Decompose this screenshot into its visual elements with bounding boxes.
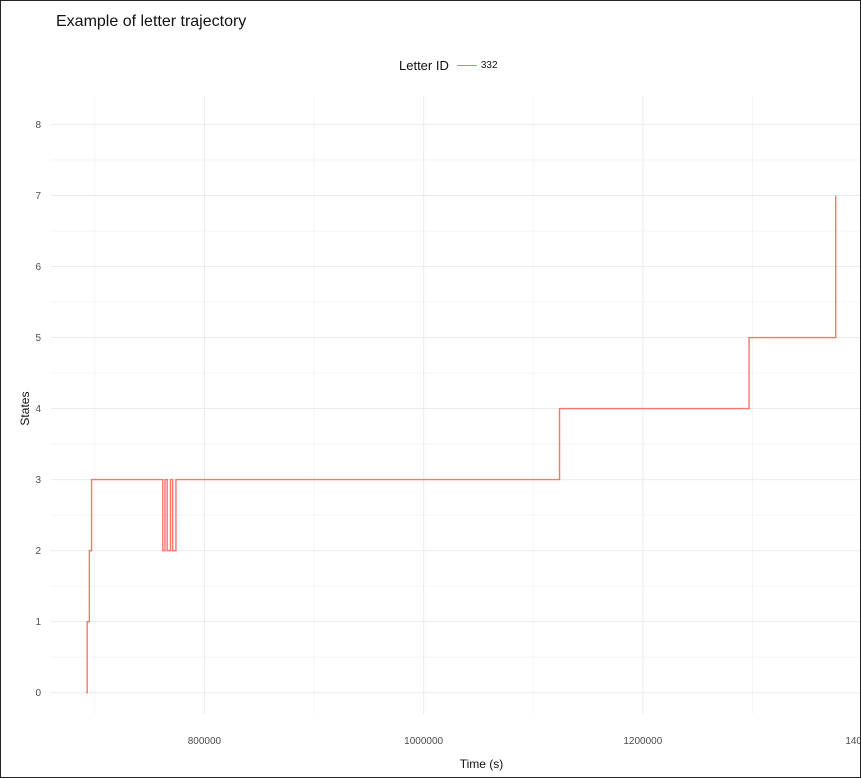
legend-entry-332: 332 xyxy=(480,59,498,71)
y-tick-label: 0 xyxy=(35,688,41,699)
y-tick-label: 5 xyxy=(35,333,41,344)
legend-key-line xyxy=(456,64,477,66)
x-axis-title: Time (s) xyxy=(460,757,504,771)
grid-major xyxy=(51,96,860,714)
y-tick-label: 2 xyxy=(35,546,41,557)
y-tick-label: 6 xyxy=(35,262,41,273)
y-tick-label: 4 xyxy=(35,404,41,415)
y-tick-labels: 0 1 2 3 4 5 6 7 8 xyxy=(35,120,41,699)
series-line-332 xyxy=(86,195,837,694)
grid-minor xyxy=(51,96,860,714)
y-tick-label: 7 xyxy=(35,191,41,202)
legend: Letter ID 332 xyxy=(399,55,498,75)
x-tick-label: 800000 xyxy=(188,736,222,747)
x-tick-label: 1000000 xyxy=(404,736,443,747)
y-tick-label: 3 xyxy=(35,475,41,486)
series-layer xyxy=(86,195,837,694)
y-tick-label: 1 xyxy=(35,617,41,628)
y-axis-title: States xyxy=(18,392,32,426)
chart-title: Example of letter trajectory xyxy=(56,13,247,30)
x-tick-label: 1200000 xyxy=(623,736,662,747)
x-tick-label: 140000 xyxy=(845,736,861,747)
legend-title: Letter ID xyxy=(399,57,449,73)
x-tick-labels: 800000 1000000 1200000 140000 xyxy=(188,736,861,747)
y-tick-label: 8 xyxy=(35,120,41,131)
